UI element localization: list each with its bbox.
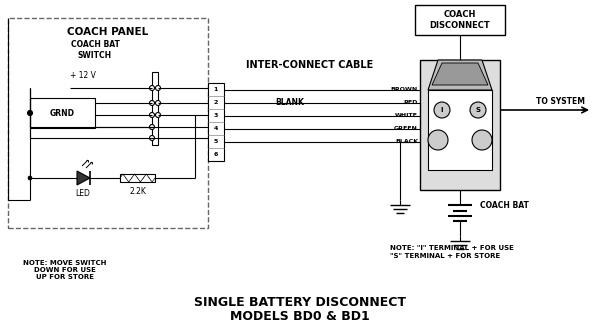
- Circle shape: [149, 85, 155, 90]
- Circle shape: [149, 135, 155, 140]
- Circle shape: [434, 102, 450, 118]
- Text: I: I: [441, 107, 443, 113]
- Text: RED: RED: [404, 100, 418, 105]
- Text: BROWN: BROWN: [391, 87, 418, 92]
- Text: WHITE: WHITE: [395, 113, 418, 118]
- Text: INTER-CONNECT CABLE: INTER-CONNECT CABLE: [247, 60, 374, 70]
- Bar: [208, 83, 224, 161]
- Text: BLACK: BLACK: [395, 139, 418, 144]
- Text: GREEN: GREEN: [394, 126, 418, 131]
- Text: LED: LED: [76, 188, 91, 198]
- Polygon shape: [432, 63, 488, 85]
- Text: 5: 5: [214, 139, 218, 144]
- Bar: [8, 18, 208, 228]
- Bar: [420, 60, 500, 190]
- Text: 3: 3: [214, 113, 218, 118]
- Bar: [152, 72, 158, 145]
- Circle shape: [149, 124, 155, 129]
- Text: NOTE: "I" TERMINAL + FOR USE
"S" TERMINAL + FOR STORE: NOTE: "I" TERMINAL + FOR USE "S" TERMINA…: [390, 246, 514, 259]
- Circle shape: [428, 130, 448, 150]
- Text: TO SYSTEM: TO SYSTEM: [536, 98, 584, 107]
- Bar: [30, 98, 95, 128]
- Circle shape: [155, 101, 161, 106]
- Circle shape: [470, 102, 486, 118]
- Circle shape: [155, 113, 161, 118]
- Text: COACH BAT: COACH BAT: [480, 201, 529, 210]
- Text: COACH BAT
SWITCH: COACH BAT SWITCH: [71, 40, 119, 60]
- Circle shape: [155, 85, 161, 90]
- Polygon shape: [428, 60, 492, 90]
- Text: COACH
DISCONNECT: COACH DISCONNECT: [430, 10, 490, 30]
- Bar: [415, 5, 505, 35]
- Polygon shape: [77, 171, 90, 185]
- Text: 2: 2: [214, 100, 218, 105]
- Text: 2.2K: 2.2K: [129, 187, 146, 197]
- Text: COACH PANEL: COACH PANEL: [67, 27, 149, 37]
- Circle shape: [149, 113, 155, 118]
- Text: 1: 1: [214, 87, 218, 92]
- Text: MODELS BD0 & BD1: MODELS BD0 & BD1: [230, 309, 370, 322]
- Circle shape: [149, 101, 155, 106]
- Text: 6: 6: [214, 152, 218, 157]
- Circle shape: [28, 176, 32, 180]
- Text: GRND: GRND: [49, 109, 74, 118]
- Bar: [428, 90, 492, 170]
- Text: SINGLE BATTERY DISCONNECT: SINGLE BATTERY DISCONNECT: [194, 297, 406, 309]
- Text: 4: 4: [214, 126, 218, 131]
- Text: S: S: [476, 107, 481, 113]
- Text: + 12 V: + 12 V: [70, 71, 96, 80]
- Text: BLANK: BLANK: [275, 98, 304, 107]
- Text: NOTE: MOVE SWITCH
DOWN FOR USE
UP FOR STORE: NOTE: MOVE SWITCH DOWN FOR USE UP FOR ST…: [23, 260, 107, 280]
- Circle shape: [28, 111, 32, 116]
- Bar: [120, 174, 155, 182]
- Circle shape: [472, 130, 492, 150]
